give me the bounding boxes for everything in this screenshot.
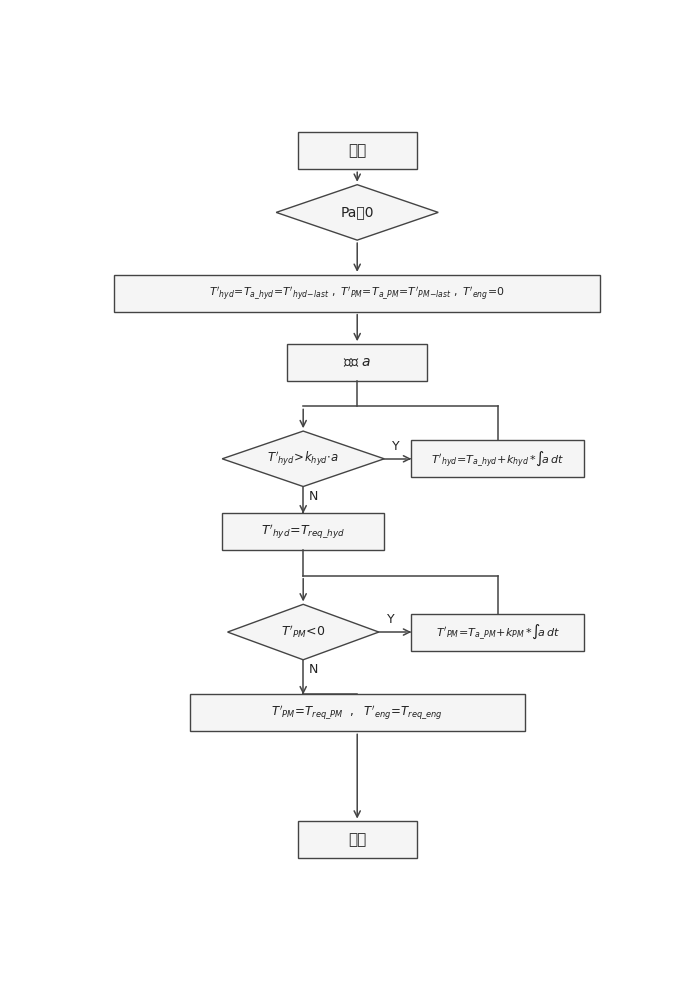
Text: $T'_{PM}\!<\!0$: $T'_{PM}\!<\!0$: [281, 624, 325, 640]
Bar: [411, 614, 584, 651]
Bar: [287, 344, 427, 381]
Bar: [298, 821, 417, 858]
Text: $T'_{hyd}\!=\!T_{a\_hyd}\!=\!T'_{hyd\!-\!last}\ ,\ T'_{PM}\!=\!T_{a\_PM}\!=\!T'_: $T'_{hyd}\!=\!T_{a\_hyd}\!=\!T'_{hyd\!-\…: [209, 285, 505, 302]
Text: $T'_{PM}\!=\!T_{req\_PM}\ \ ,\ \ T'_{eng}\!=\!T_{req\_eng}$: $T'_{PM}\!=\!T_{req\_PM}\ \ ,\ \ T'_{eng…: [271, 704, 443, 722]
Text: $T'_{PM}\!=\!T_{a\_PM}\!+\!k_{PM}*\!\int\!a\,dt$: $T'_{PM}\!=\!T_{a\_PM}\!+\!k_{PM}*\!\int…: [436, 622, 560, 642]
Bar: [222, 513, 384, 550]
Polygon shape: [222, 431, 384, 487]
Text: $T'_{hyd}\!=\!T_{a\_hyd}\!+\!k_{hyd}*\!\int\!a\,dt$: $T'_{hyd}\!=\!T_{a\_hyd}\!+\!k_{hyd}*\!\…: [431, 449, 565, 469]
Text: N: N: [309, 663, 318, 676]
Bar: [190, 694, 525, 731]
Text: 结束: 结束: [348, 832, 367, 847]
Text: 开始: 开始: [348, 143, 367, 158]
Polygon shape: [227, 604, 379, 660]
Text: Y: Y: [392, 440, 400, 453]
Text: Y: Y: [387, 613, 395, 626]
Text: $T'_{hyd}\!=\!T_{req\_hyd}$: $T'_{hyd}\!=\!T_{req\_hyd}$: [261, 523, 345, 541]
Bar: [298, 132, 417, 169]
Bar: [114, 275, 600, 312]
Text: Pa＞0: Pa＞0: [340, 205, 374, 219]
Text: 计算 $a$: 计算 $a$: [343, 356, 372, 370]
Bar: [411, 440, 584, 477]
Text: N: N: [309, 490, 318, 503]
Text: $T'_{hyd}\!>\!k_{hyd}\!\cdot\! a$: $T'_{hyd}\!>\!k_{hyd}\!\cdot\! a$: [267, 450, 339, 468]
Polygon shape: [276, 185, 438, 240]
